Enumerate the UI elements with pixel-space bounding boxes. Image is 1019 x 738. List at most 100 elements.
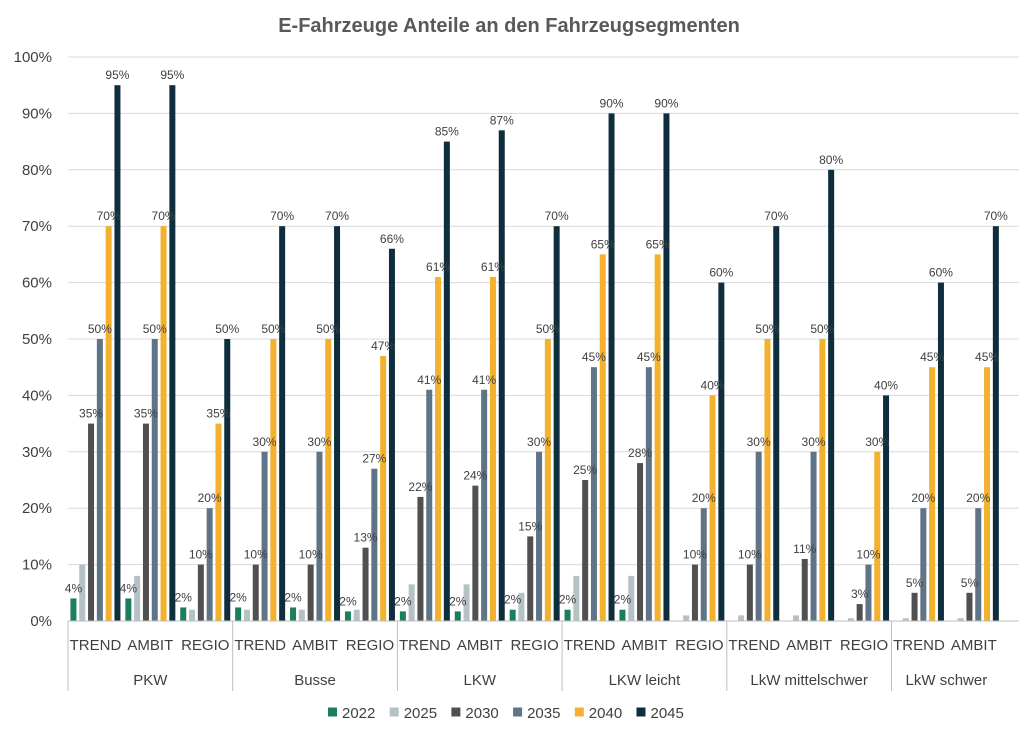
data-label: 30% — [307, 435, 331, 449]
bar-2045 — [114, 85, 121, 621]
data-label: 2% — [175, 590, 193, 604]
bar-2025 — [902, 618, 909, 621]
bar-2035 — [645, 367, 652, 621]
bar-2030 — [801, 558, 808, 621]
data-label: 22% — [408, 480, 432, 494]
data-label: 5% — [906, 576, 924, 590]
bar-2045 — [388, 248, 395, 621]
bar-2035 — [810, 451, 817, 621]
bar-2035 — [700, 508, 707, 621]
data-label: 20% — [966, 491, 990, 505]
data-label: 10% — [738, 548, 762, 562]
data-label: 45% — [637, 350, 661, 364]
bar-2040 — [380, 355, 387, 621]
data-label: 25% — [573, 463, 597, 477]
data-label: 30% — [527, 435, 551, 449]
bar-2040 — [764, 339, 771, 621]
bar-2045 — [169, 85, 176, 621]
bar-2035 — [206, 508, 213, 621]
bar-2045 — [718, 282, 725, 621]
x-category-label: TREND — [399, 637, 451, 654]
bar-2022 — [619, 609, 626, 621]
x-category-label: AMBIT — [457, 637, 503, 654]
data-label: 2% — [229, 590, 247, 604]
bar-2022 — [564, 609, 571, 621]
data-label: 70% — [984, 209, 1008, 223]
bar-2035 — [481, 389, 488, 621]
x-category-label: AMBIT — [951, 637, 997, 654]
data-label: 50% — [215, 322, 239, 336]
data-label: 60% — [929, 266, 953, 280]
bar-2022 — [509, 609, 516, 621]
data-label: 10% — [189, 548, 213, 562]
data-label: 30% — [253, 435, 277, 449]
bar-2045 — [498, 130, 505, 621]
bar-2025 — [408, 584, 415, 621]
x-group-label: LKW leicht — [609, 672, 682, 689]
bar-2022 — [454, 611, 461, 621]
bar-2030 — [88, 423, 95, 621]
bar-2035 — [316, 451, 323, 621]
data-label: 28% — [628, 446, 652, 460]
legend-swatch — [451, 707, 461, 717]
y-tick-label: 10% — [22, 557, 52, 574]
data-label: 27% — [362, 452, 386, 466]
legend-label: 2040 — [589, 705, 622, 722]
bar-2030 — [637, 463, 644, 621]
bar-2035 — [371, 468, 378, 621]
bar-2040 — [654, 254, 661, 621]
bar-2030 — [966, 592, 973, 621]
data-label: 20% — [198, 491, 222, 505]
bar-2045 — [992, 226, 999, 621]
bar-2035 — [755, 451, 762, 621]
bar-2030 — [252, 564, 259, 621]
bar-2022 — [399, 611, 406, 621]
data-label: 61% — [426, 260, 450, 274]
data-label: 65% — [591, 237, 615, 251]
data-label: 47% — [371, 339, 395, 353]
x-category-label: AMBIT — [127, 637, 173, 654]
legend-label: 2045 — [651, 705, 684, 722]
bar-2040 — [435, 276, 442, 621]
data-label: 95% — [105, 68, 129, 82]
data-label: 10% — [244, 548, 268, 562]
legend-label: 2022 — [342, 705, 375, 722]
bar-2040 — [599, 254, 606, 621]
data-label: 70% — [325, 209, 349, 223]
bars — [70, 85, 999, 622]
bar-2025 — [353, 609, 360, 621]
bar-2025 — [683, 615, 690, 621]
bar-2025 — [573, 575, 580, 621]
bar-2030 — [142, 423, 149, 621]
bar-2040 — [489, 276, 496, 621]
data-label: 45% — [582, 350, 606, 364]
bar-2040 — [819, 339, 826, 621]
data-label: 13% — [354, 531, 378, 545]
legend: 2022 2025 2030 2035 2040 2045 — [328, 705, 684, 722]
data-label: 70% — [97, 209, 121, 223]
data-label: 11% — [793, 542, 816, 556]
data-label: 10% — [299, 548, 323, 562]
data-label: 2% — [504, 593, 522, 607]
data-label: 30% — [865, 435, 889, 449]
bar-2030 — [417, 496, 424, 621]
bar-2045 — [828, 169, 835, 622]
data-label: 70% — [764, 209, 788, 223]
bar-2045 — [553, 226, 560, 621]
data-label: 50% — [755, 322, 779, 336]
data-label: 50% — [536, 322, 560, 336]
bar-2045 — [883, 395, 890, 621]
bar-2035 — [590, 367, 597, 621]
bar-2030 — [582, 480, 589, 621]
data-label: 80% — [819, 153, 843, 167]
bar-2025 — [738, 615, 745, 621]
bar-2025 — [189, 609, 196, 621]
bar-2022 — [235, 607, 242, 621]
x-category-label: TREND — [893, 637, 945, 654]
data-label: 70% — [270, 209, 294, 223]
bar-2025 — [463, 584, 470, 621]
x-category-label: REGIO — [346, 637, 394, 654]
bar-2022 — [125, 598, 132, 621]
bar-2025 — [243, 609, 250, 621]
